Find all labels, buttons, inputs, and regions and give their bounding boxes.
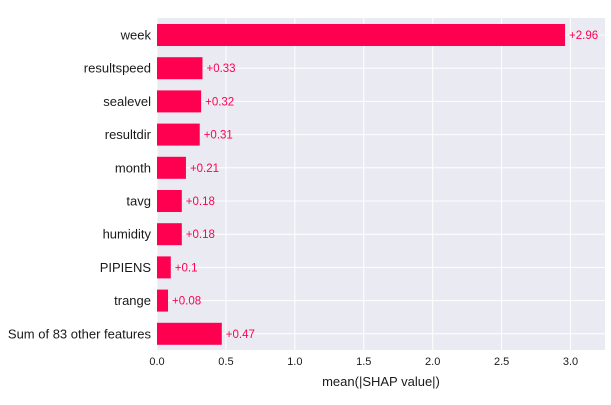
bar-3 <box>157 123 200 146</box>
x-tick-label-0: 0.0 <box>149 356 164 368</box>
value-label-8: +0.08 <box>172 296 201 308</box>
category-label-9: Sum of 83 other features <box>8 326 152 341</box>
bar-8 <box>157 289 169 312</box>
bar-9 <box>157 322 222 345</box>
x-tick-label-6: 3.0 <box>563 356 578 368</box>
category-label-2: sealevel <box>103 94 151 109</box>
value-label-2: +0.32 <box>205 96 234 108</box>
x-tick-label-4: 2.0 <box>425 356 440 368</box>
bar-7 <box>157 256 171 279</box>
category-label-7: PIPIENS <box>100 260 152 275</box>
value-labels: +2.96 +0.33 +0.32 +0.31 +0.21 +0.18 +0.18 +0.1 +… <box>172 30 598 341</box>
bars <box>157 24 566 345</box>
bar-6 <box>157 223 182 246</box>
category-label-6: humidity <box>103 227 152 242</box>
category-label-4: month <box>115 160 151 175</box>
category-label-8: trange <box>114 293 151 308</box>
x-axis-ticks: 0.0 0.5 1.0 1.5 2.0 2.5 3.0 <box>149 356 578 368</box>
value-label-7: +0.1 <box>175 262 198 274</box>
bar-0 <box>157 24 566 46</box>
x-tick-label-2: 1.0 <box>287 356 302 368</box>
category-label-0: week <box>120 28 152 43</box>
value-label-3: +0.31 <box>204 130 233 142</box>
bar-5 <box>157 190 182 212</box>
category-label-1: resultspeed <box>84 61 151 76</box>
value-label-5: +0.18 <box>186 196 215 208</box>
value-label-1: +0.33 <box>206 63 235 75</box>
x-tick-label-1: 0.5 <box>218 356 233 368</box>
category-labels: week resultspeed sealevel resultdir month tav… <box>8 28 152 342</box>
value-label-9: +0.47 <box>226 329 255 341</box>
bar-2 <box>157 90 202 113</box>
value-label-6: +0.18 <box>186 229 215 241</box>
x-tick-label-5: 2.5 <box>494 356 509 368</box>
bar-1 <box>157 57 203 80</box>
value-label-0: +2.96 <box>569 30 598 42</box>
value-label-4: +0.21 <box>190 163 219 175</box>
x-axis-title: mean(|SHAP value|) <box>322 374 440 389</box>
plot-background <box>157 18 605 350</box>
category-label-3: resultdir <box>105 127 152 142</box>
category-label-5: tavg <box>126 194 151 209</box>
x-tick-label-3: 1.5 <box>356 356 371 368</box>
bar-4 <box>157 156 186 179</box>
